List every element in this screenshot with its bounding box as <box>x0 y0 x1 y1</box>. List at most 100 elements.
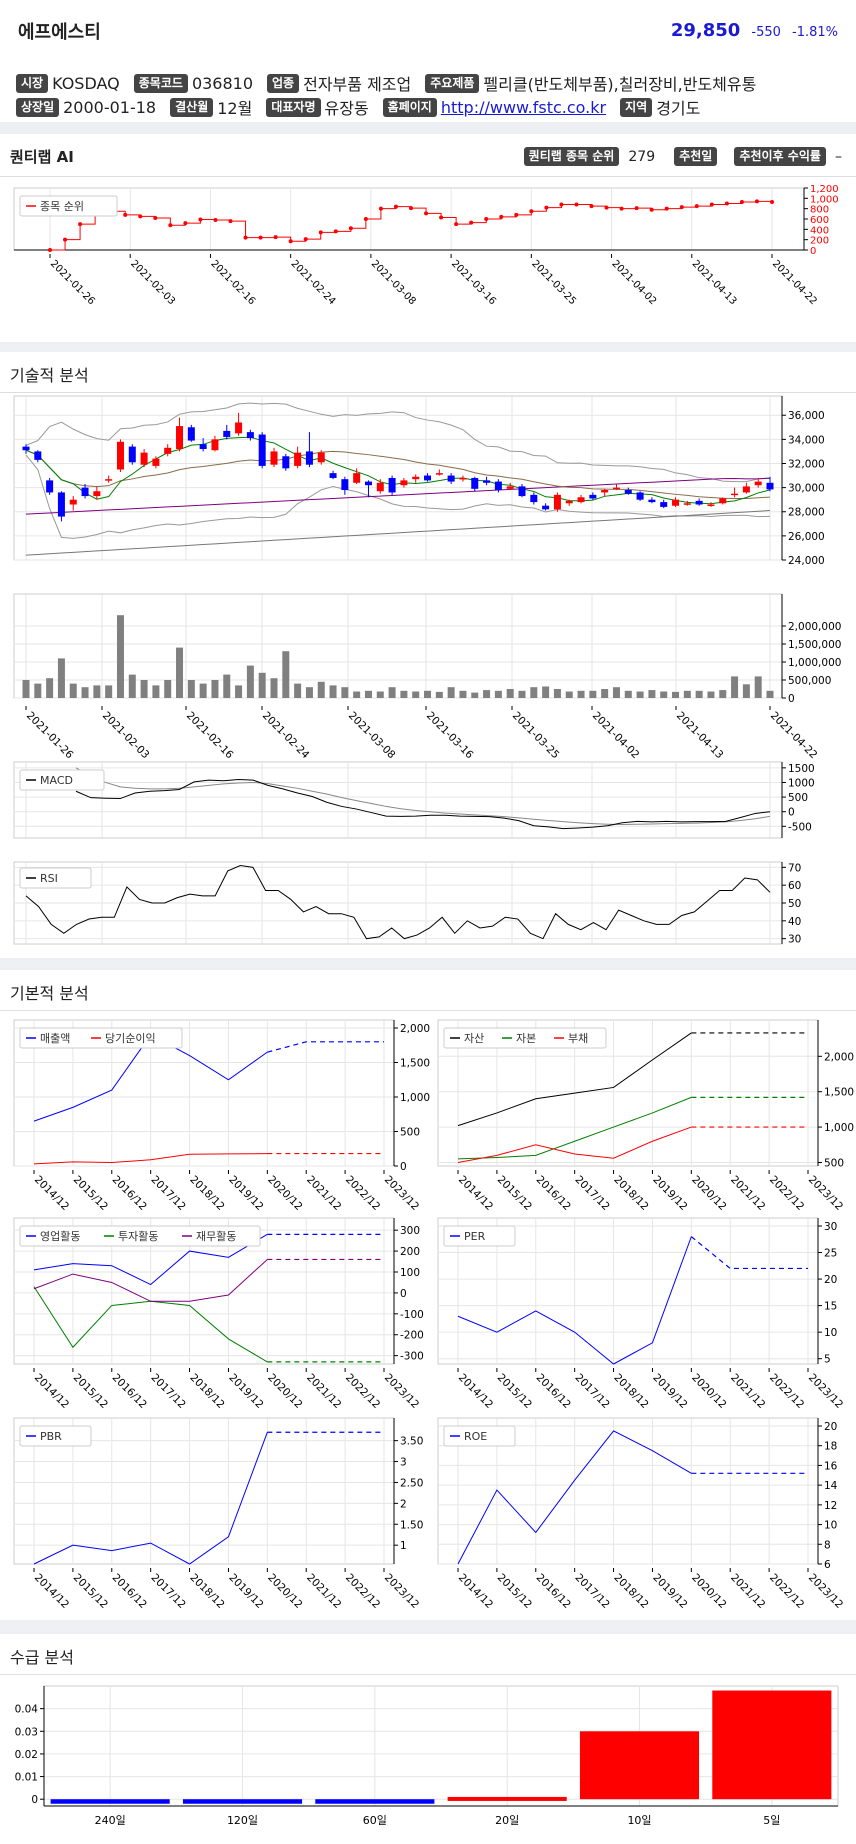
supply-bar <box>182 1799 303 1804</box>
volume-bar <box>636 691 644 698</box>
candle <box>660 502 668 507</box>
info-tag: 종목코드 <box>133 73 188 93</box>
fund-y-label: 0 <box>400 1161 407 1173</box>
rank-point <box>138 214 143 219</box>
supply-y-label: 0 <box>31 1794 38 1806</box>
fund-y-label: 100 <box>400 1267 420 1279</box>
volume-bar <box>105 685 113 698</box>
info-tag: 홈페이지 <box>382 97 437 117</box>
volume-bar <box>152 685 160 698</box>
fund-y-label: 15 <box>824 1301 837 1313</box>
volume-bar <box>731 676 739 698</box>
fund-y-label: 14 <box>824 1480 838 1492</box>
fund-y-label: 30 <box>824 1221 837 1233</box>
volume-bar <box>22 680 30 698</box>
plot-area <box>43 1685 839 1807</box>
rank-y-label: 0 <box>810 246 816 257</box>
rank-point <box>393 204 398 209</box>
candle <box>754 481 762 486</box>
volume-bar <box>683 690 691 698</box>
rank-point <box>770 199 774 204</box>
x-tick-label: 2015/12 <box>71 1572 110 1611</box>
x-tick-label: 2018/12 <box>187 1572 226 1611</box>
candle <box>648 499 656 503</box>
fund-y-label: 2.50 <box>400 1477 423 1489</box>
volume-bar <box>424 690 432 698</box>
x-tick-label: 2021-04-22 <box>768 710 820 762</box>
fund-y-label: -300 <box>400 1351 424 1363</box>
candle <box>270 451 278 465</box>
legend-box <box>443 1027 607 1049</box>
candle <box>140 452 148 465</box>
x-tick-label: 2017/12 <box>149 1174 188 1213</box>
rsi-y-label: 40 <box>788 916 801 928</box>
macd-y-label: 1000 <box>788 777 815 789</box>
legend-box <box>19 1425 92 1447</box>
x-tick-label: 2019/12 <box>650 1372 689 1411</box>
candle <box>530 494 538 503</box>
candle <box>494 481 502 491</box>
volume-bar <box>223 674 231 698</box>
fund-y-label: 10 <box>824 1520 837 1532</box>
fund-y-label: 2 <box>400 1498 407 1510</box>
candle <box>459 477 467 480</box>
volume-bar <box>376 691 384 698</box>
homepage-link[interactable]: http://www.fstc.co.kr <box>440 97 607 117</box>
fund-y-label: 1,000 <box>824 1122 854 1134</box>
candle <box>471 477 479 489</box>
volume-y-label: 1,500,000 <box>788 639 841 651</box>
x-tick-label: 2023/12 <box>382 1372 421 1411</box>
info-tag: 업종 <box>267 73 300 93</box>
volume-bar <box>754 676 762 698</box>
legend-label: 영업활동 <box>40 1229 80 1243</box>
candle <box>683 503 691 505</box>
rank-point <box>559 202 564 207</box>
candle <box>506 486 514 489</box>
rank-point <box>424 211 429 216</box>
plot-area <box>13 761 783 839</box>
series-line <box>457 1032 692 1127</box>
rank-point <box>213 218 218 223</box>
rank-y-label: 400 <box>810 225 829 236</box>
x-tick-label: 2021-02-03 <box>100 710 152 762</box>
price-y-label: 36,000 <box>788 410 825 422</box>
price-y-label: 24,000 <box>788 555 825 567</box>
rank-point <box>63 237 68 242</box>
volume-bar <box>235 685 243 698</box>
supply-y-label: 0.02 <box>15 1749 38 1761</box>
volume-y-label: 1,000,000 <box>788 657 841 669</box>
volume-bar <box>388 687 396 698</box>
rank-point <box>589 204 594 209</box>
candle <box>34 451 42 460</box>
x-tick-label: 2016/12 <box>534 1372 573 1411</box>
fund-y-label: 10 <box>824 1327 837 1339</box>
rank-point <box>258 235 263 240</box>
rsi-y-label: 30 <box>788 934 801 946</box>
x-tick-label: 2021-04-02 <box>609 258 658 307</box>
info-tag: 시장 <box>16 73 49 93</box>
x-tick-label: 2017/12 <box>149 1572 188 1611</box>
volume-bar <box>57 658 65 698</box>
volume-bar <box>542 686 550 698</box>
volume-bar <box>400 690 408 698</box>
x-tick-label: 2014/12 <box>456 1372 495 1411</box>
volume-bar <box>46 678 54 698</box>
supply-bar <box>447 1796 567 1801</box>
candle <box>553 494 561 510</box>
fund-y-label: 1,000 <box>400 1092 430 1104</box>
rsi-line <box>25 865 771 940</box>
rank-y-label: 1,200 <box>810 184 839 195</box>
rank-point <box>273 235 278 240</box>
x-tick-label: 2018/12 <box>611 1372 650 1411</box>
info-value: 036810 <box>191 73 254 93</box>
candle <box>412 476 420 480</box>
x-tick-label: 2018/12 <box>611 1174 650 1213</box>
candle <box>424 475 432 481</box>
x-tick-label: 2022/12 <box>767 1174 806 1213</box>
rank-point <box>679 205 684 210</box>
candle <box>105 479 113 481</box>
candle <box>46 480 54 493</box>
legend-label: PBR <box>40 1430 62 1443</box>
volume-bar <box>341 687 349 698</box>
candle <box>128 446 136 463</box>
